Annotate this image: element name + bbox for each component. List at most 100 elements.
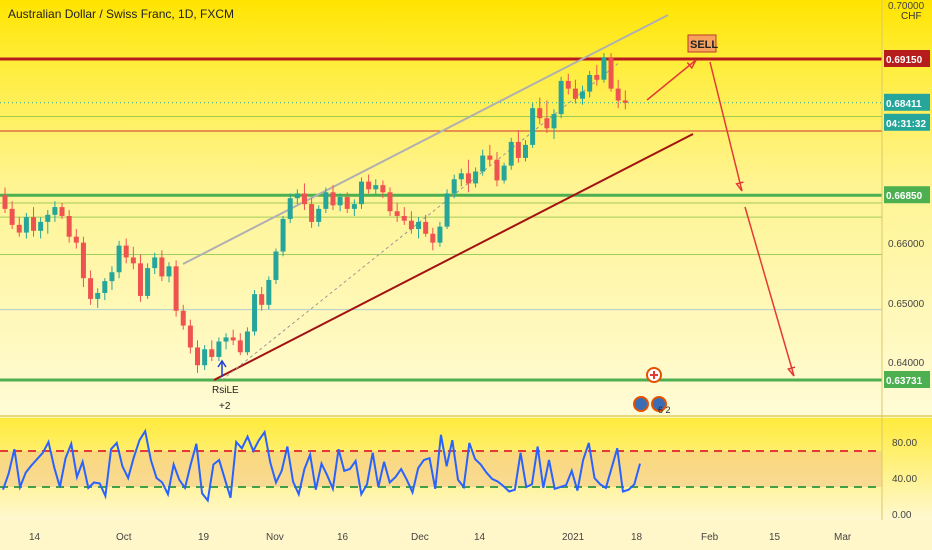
candle-body <box>166 266 172 277</box>
candle-body <box>537 108 543 119</box>
candle-body <box>401 215 407 221</box>
arrow-down-2 <box>744 206 795 377</box>
candle-body <box>38 221 44 231</box>
candle-body <box>259 294 265 305</box>
x-tick-label: Oct <box>116 532 132 543</box>
sell-label-box <box>687 34 717 53</box>
candle-body <box>515 141 521 158</box>
candle-body <box>558 80 564 115</box>
candle-body <box>465 173 471 184</box>
candle-body <box>522 144 528 158</box>
signal-label: RsiLE <box>212 385 239 396</box>
arrow-down-1 <box>709 61 743 192</box>
candle-body <box>416 221 422 230</box>
candle-body <box>280 218 286 252</box>
candle-body <box>109 272 115 282</box>
signal-count: +2 <box>219 401 231 412</box>
candle-body <box>530 108 536 145</box>
candle-body <box>130 257 136 264</box>
candle-body <box>480 155 486 172</box>
event-icon-aud <box>633 396 649 412</box>
y-tick-label: 0.66000 <box>888 239 925 250</box>
candle-body <box>16 224 22 233</box>
candle-body <box>587 74 593 92</box>
candle-body <box>88 278 94 299</box>
x-tick-label: Dec <box>411 532 429 543</box>
candle-body <box>244 331 250 353</box>
trendline <box>213 133 694 381</box>
candle-body <box>116 245 122 273</box>
countdown-tag-bg <box>884 113 930 131</box>
x-tick-label: 19 <box>198 532 210 543</box>
candle-body <box>252 294 258 332</box>
candle-body <box>309 204 315 222</box>
price-tag-current: 0.68411 <box>886 99 922 110</box>
osc-y-tick-label: 40.00 <box>892 474 917 485</box>
x-tick-label: 18 <box>631 532 643 543</box>
candle-body <box>437 226 443 243</box>
candle-body <box>23 217 29 233</box>
candle-body <box>423 221 429 234</box>
candle-body <box>458 173 464 180</box>
candle-body <box>266 279 272 305</box>
candle-body <box>59 207 65 216</box>
candle-body <box>187 325 193 348</box>
arrow-down-1-head <box>735 181 744 192</box>
event-icon-aud <box>651 396 667 412</box>
candle-body <box>473 171 479 184</box>
x-tick-label: 14 <box>29 532 41 543</box>
candle-body <box>159 257 165 277</box>
x-tick-label: 2021 <box>562 532 585 543</box>
candle-body <box>544 118 550 129</box>
osc-y-tick-label: 0.00 <box>892 510 912 521</box>
candle-body <box>359 181 364 205</box>
x-tick-label: Nov <box>266 532 284 543</box>
candle-body <box>95 292 101 299</box>
channel-upper-line <box>182 14 669 265</box>
candle-body <box>137 263 143 296</box>
candle-body <box>430 233 436 243</box>
candle-body <box>366 181 372 190</box>
candle-body <box>52 207 58 215</box>
osc-line <box>2 428 641 503</box>
price-tag-sell-zone: 0.69150 <box>886 55 923 66</box>
candle-body <box>408 220 414 230</box>
price-tag-sell-zone-bg <box>884 50 930 67</box>
price-tag-support: 0.63731 <box>886 376 923 387</box>
candle-body <box>330 192 336 206</box>
price-tag-resistance: 0.66850 <box>886 191 923 202</box>
candle-body <box>294 193 300 199</box>
candle-body <box>572 88 578 99</box>
candle-body <box>508 141 514 166</box>
candle-body <box>2 195 8 209</box>
x-tick-label: 16 <box>337 532 349 543</box>
chart-title: Australian Dollar / Swiss Franc, 1D, FXC… <box>8 7 235 21</box>
candle-body <box>9 208 15 225</box>
time-axis-bg <box>0 520 932 550</box>
candle-body <box>180 310 186 326</box>
candle-body <box>444 193 450 227</box>
candle-body <box>494 159 500 181</box>
event-count: 6 2 <box>658 405 671 415</box>
x-tick-label: Feb <box>701 532 719 543</box>
osc-band-fill <box>0 451 882 487</box>
candle-body <box>237 340 243 353</box>
candle-body <box>615 88 621 101</box>
arrow-down-2-head <box>787 366 796 377</box>
candle-body <box>551 114 557 129</box>
candle-body <box>337 197 343 206</box>
candle-body <box>202 349 208 366</box>
y-tick-label: 0.70000 <box>888 1 925 12</box>
candle-body <box>80 242 86 279</box>
candle-body <box>209 349 215 357</box>
candle-body <box>301 193 307 205</box>
candle-body <box>66 215 72 237</box>
candle-body <box>45 214 51 222</box>
candle-body <box>173 266 179 311</box>
arrow-up-head <box>686 59 697 70</box>
signal-arrow-head <box>217 359 227 368</box>
candle-body <box>451 179 457 194</box>
candle-body <box>373 185 379 190</box>
candle-body <box>580 91 586 99</box>
